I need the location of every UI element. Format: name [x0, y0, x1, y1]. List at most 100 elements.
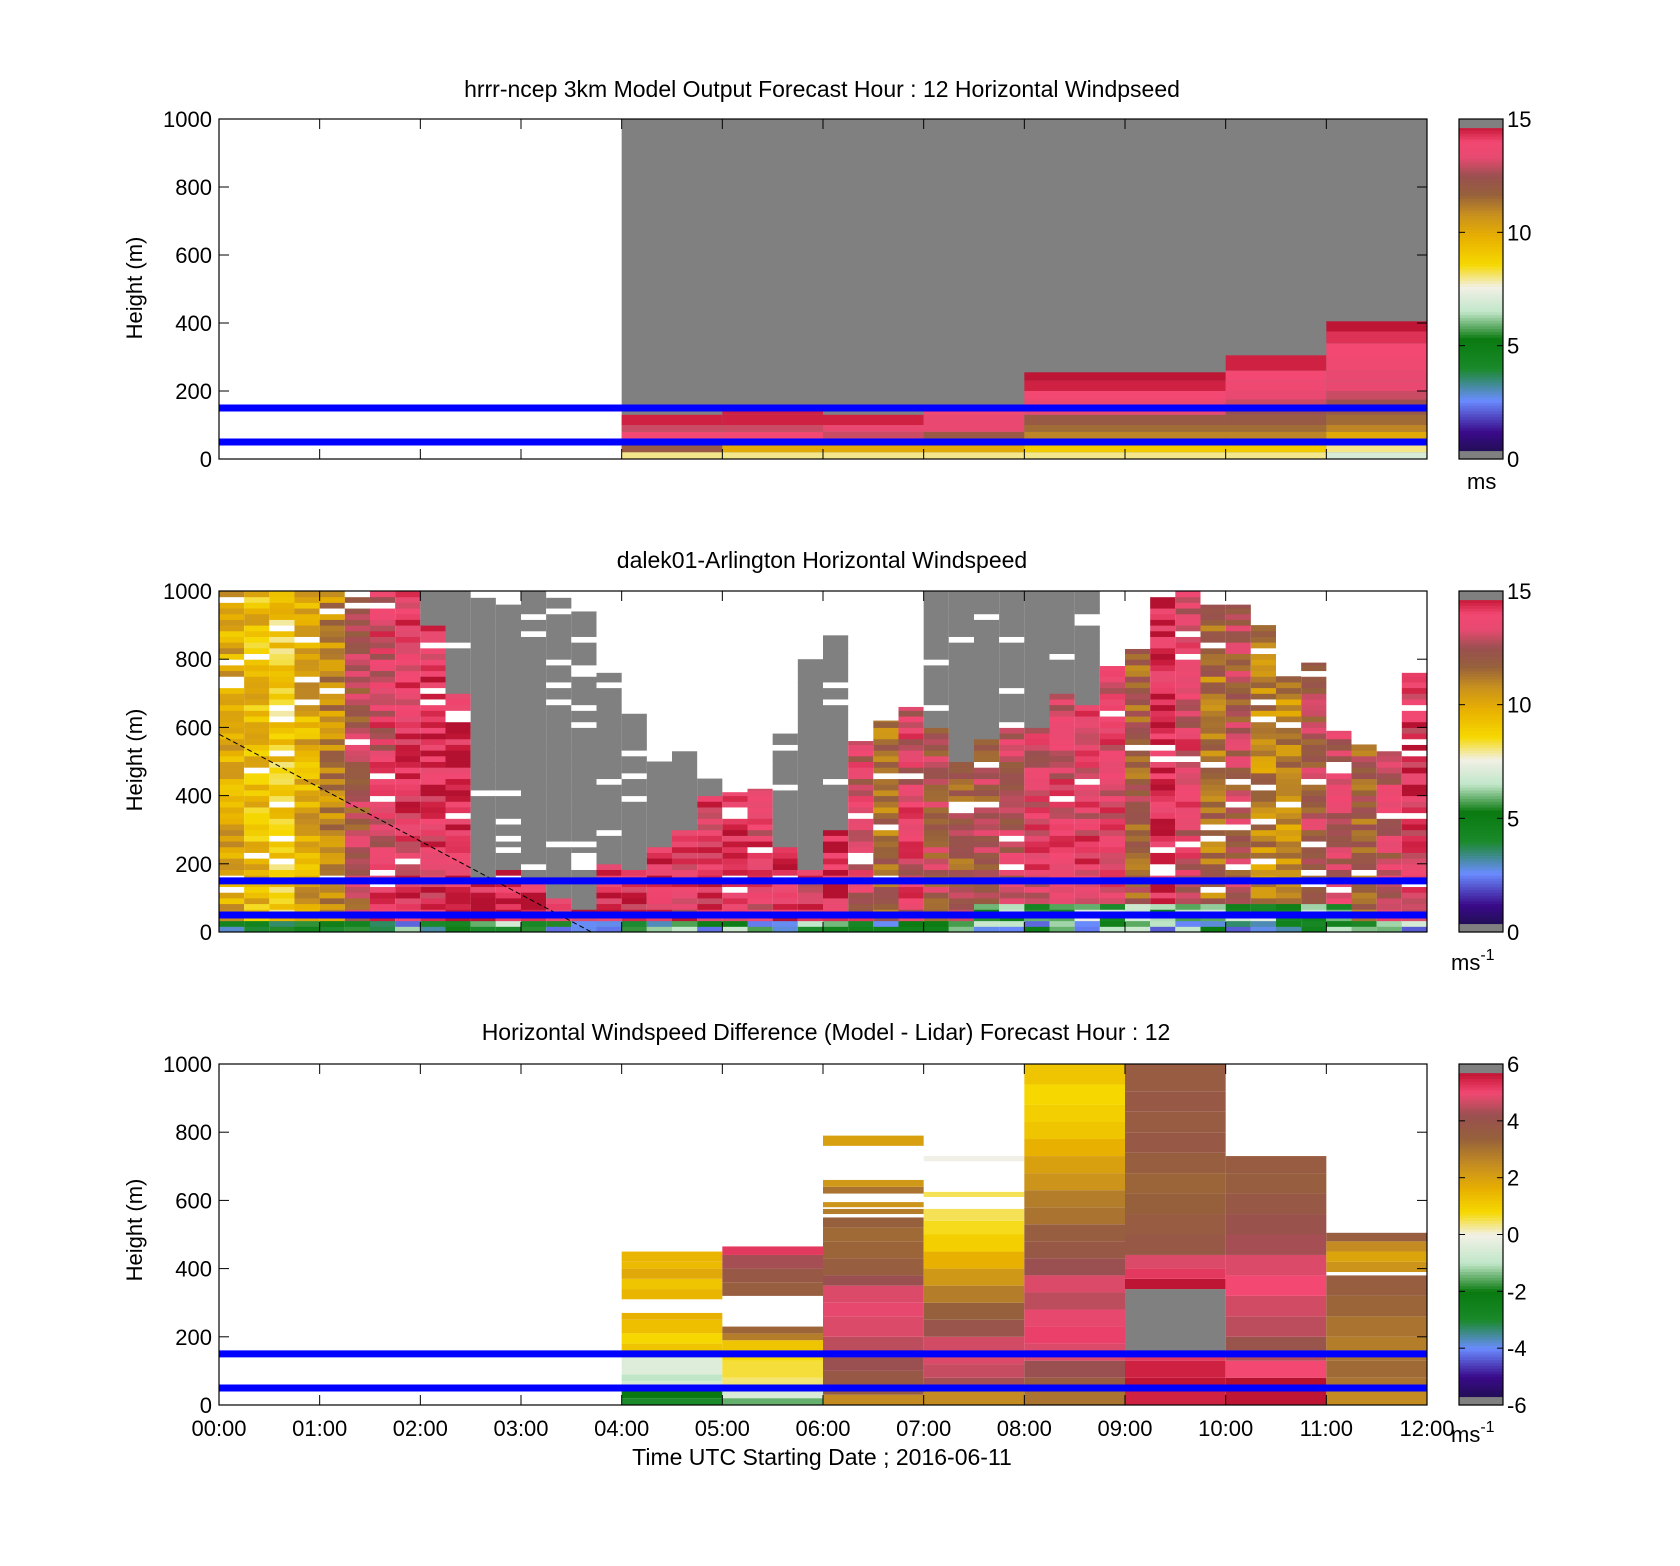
heatmap-cell [999, 846, 1025, 853]
heatmap-cell [596, 824, 622, 831]
heatmap-cell [823, 795, 849, 802]
heatmap-cell [319, 806, 345, 814]
colorbar-segment [1459, 1387, 1503, 1392]
heatmap-cell [1049, 755, 1075, 762]
heatmap-cell [747, 886, 773, 893]
heatmap-cell [621, 886, 647, 893]
heatmap-cell [621, 858, 647, 865]
heatmap-cell [999, 812, 1025, 819]
heatmap-cell [974, 852, 1000, 859]
heatmap-cell [747, 801, 773, 808]
heatmap-cell [546, 892, 572, 899]
heatmap-cell [370, 846, 396, 853]
heatmap-cell [1049, 846, 1075, 853]
colorbar [1459, 1064, 1503, 1406]
heatmap-cell [948, 761, 974, 768]
heatmap-cell [999, 806, 1025, 814]
heatmap-cell [420, 920, 446, 927]
colorbar-segment [1459, 269, 1503, 273]
heatmap-cell [898, 835, 924, 842]
heatmap-cell [1301, 772, 1327, 780]
heatmap-cell [1049, 903, 1075, 910]
heatmap-cell [521, 693, 547, 700]
heatmap-cell [445, 784, 471, 791]
heatmap-cell [1250, 750, 1276, 757]
heatmap-cell [1074, 926, 1100, 933]
heatmap-cell [948, 619, 974, 626]
heatmap-cell [1049, 750, 1075, 757]
colorbar-segment [1459, 616, 1503, 621]
heatmap-cell [1301, 744, 1327, 751]
heatmap-cell [873, 778, 899, 785]
heatmap-cell [1351, 829, 1377, 836]
heatmap-cell [219, 738, 245, 745]
heatmap-cell [244, 596, 270, 603]
heatmap-cell [848, 903, 874, 910]
heatmap-cell [1074, 869, 1100, 876]
heatmap-cell [646, 767, 672, 774]
heatmap-cell [269, 596, 295, 603]
heatmap-cell [1401, 687, 1427, 694]
heatmap-cell [974, 608, 1000, 615]
heatmap-cell [1225, 897, 1251, 905]
heatmap-cell [646, 869, 672, 876]
colorbar-segment [1459, 204, 1503, 208]
heatmap-cell [244, 846, 270, 853]
heatmap-cell [1175, 693, 1201, 700]
heatmap-cell [974, 858, 1000, 865]
heatmap-cell [1125, 414, 1226, 425]
heatmap-cell [1099, 846, 1125, 853]
heatmap-cell [1175, 647, 1201, 655]
heatmap-cell [1225, 1360, 1327, 1378]
heatmap-cell [420, 835, 446, 842]
colorbar-segment [1459, 1365, 1503, 1369]
heatmap-cell [1074, 750, 1100, 757]
heatmap-cell [294, 829, 320, 836]
colorbar-segment [1459, 246, 1503, 250]
heatmap-cell [1301, 812, 1327, 819]
heatmap-cell [1125, 1193, 1226, 1215]
heatmap-cell [470, 863, 496, 870]
heatmap-cell [1301, 835, 1327, 842]
heatmap-cell [1099, 829, 1125, 836]
heatmap-cell [395, 812, 421, 819]
heatmap-cell [672, 892, 698, 899]
heatmap-cell [646, 778, 672, 785]
heatmap-cell [546, 841, 572, 848]
heatmap-cell [495, 806, 521, 814]
heatmap-cell [344, 920, 370, 927]
colorbar-segment [1459, 610, 1503, 615]
y-tick-label: 200 [175, 379, 212, 404]
heatmap-cell [1376, 858, 1402, 865]
x-tick-label: 05:00 [695, 1416, 750, 1441]
heatmap-cell [873, 835, 899, 842]
heatmap-cell [1099, 926, 1125, 933]
heatmap-cell [269, 710, 295, 717]
heatmap-cell [1125, 795, 1151, 802]
colorbar-segment [1459, 1268, 1503, 1273]
heatmap-cell [1301, 750, 1327, 757]
heatmap-cell [445, 818, 471, 825]
heatmap-cell [1225, 778, 1251, 785]
heatmap-cell [999, 795, 1025, 802]
heatmap-cell [621, 835, 647, 842]
heatmap-cell [823, 824, 849, 831]
heatmap-cell [571, 698, 597, 706]
heatmap-cell [1376, 897, 1402, 905]
heatmap-cell [445, 670, 471, 677]
heatmap-cell [923, 710, 949, 717]
heatmap-cell [646, 789, 672, 797]
heatmap-cell [1326, 897, 1352, 905]
heatmap-cell [873, 738, 899, 745]
heatmap-cell [294, 812, 320, 819]
heatmap-cell [1099, 761, 1125, 768]
heatmap-cell [370, 897, 396, 905]
heatmap-cell [344, 829, 370, 836]
heatmap-cell [445, 852, 471, 859]
heatmap-cell [420, 602, 446, 609]
heatmap-cell [1175, 903, 1201, 910]
heatmap-cell [420, 886, 446, 893]
heatmap-cell [823, 414, 924, 425]
heatmap-cell [1225, 903, 1251, 910]
heatmap-cell [948, 602, 974, 609]
